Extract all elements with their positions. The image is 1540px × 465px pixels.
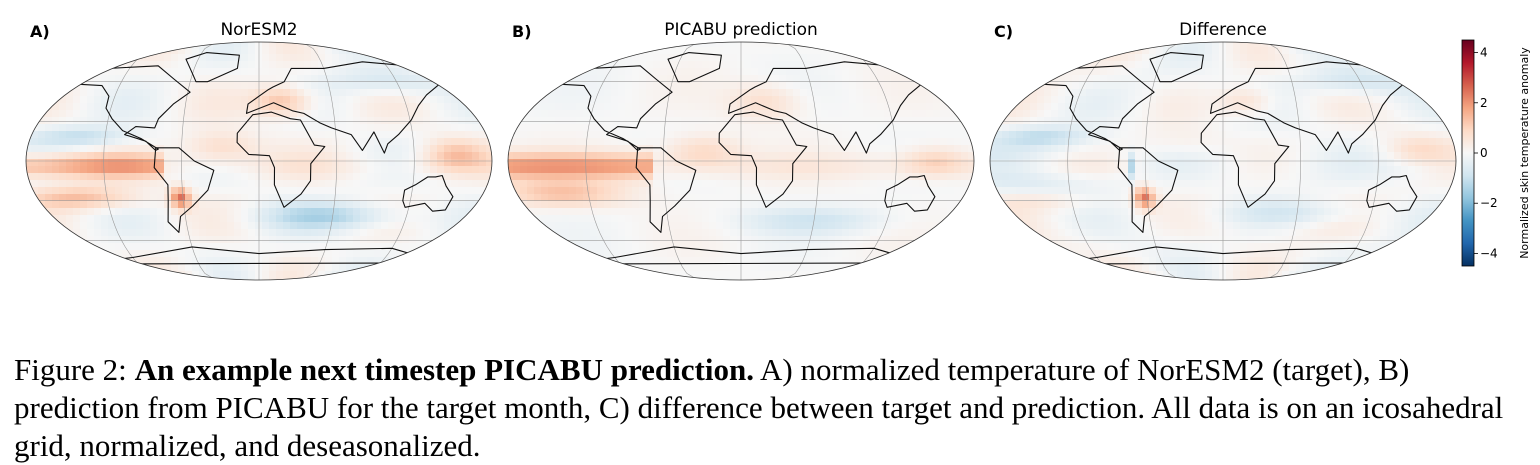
caption-bold: An example next timestep PICABU predicti… — [135, 352, 754, 387]
panel-title: Difference — [988, 20, 1458, 40]
figure-caption: Figure 2: An example next timestep PICAB… — [14, 351, 1534, 465]
colorbar-tick-label: −2 — [1480, 196, 1498, 210]
panel-b: B) PICABU prediction — [506, 0, 976, 290]
colorbar-tick-label: 4 — [1480, 46, 1488, 60]
temperature-map-prediction — [506, 40, 976, 282]
panel-a: A) NorESM2 — [24, 0, 494, 290]
colorbar-tick-label: −4 — [1480, 246, 1498, 260]
panel-title: NorESM2 — [24, 20, 494, 40]
temperature-map-target — [24, 40, 494, 282]
temperature-map-difference — [988, 40, 1458, 282]
colorbar: 4 2 0 −2 −4 Normalized skin temperature anom… — [1458, 38, 1538, 270]
caption-label: Figure 2: — [14, 352, 127, 387]
colorbar-tick-label: 2 — [1480, 96, 1488, 110]
colorbar-gradient — [1462, 40, 1474, 266]
colorbar-tick-label: 0 — [1480, 146, 1488, 160]
panel-c: C) Difference — [988, 0, 1458, 290]
panel-title: PICABU prediction — [506, 20, 976, 40]
colorbar-label: Normalized skin temperature anomaly — [1518, 47, 1531, 259]
